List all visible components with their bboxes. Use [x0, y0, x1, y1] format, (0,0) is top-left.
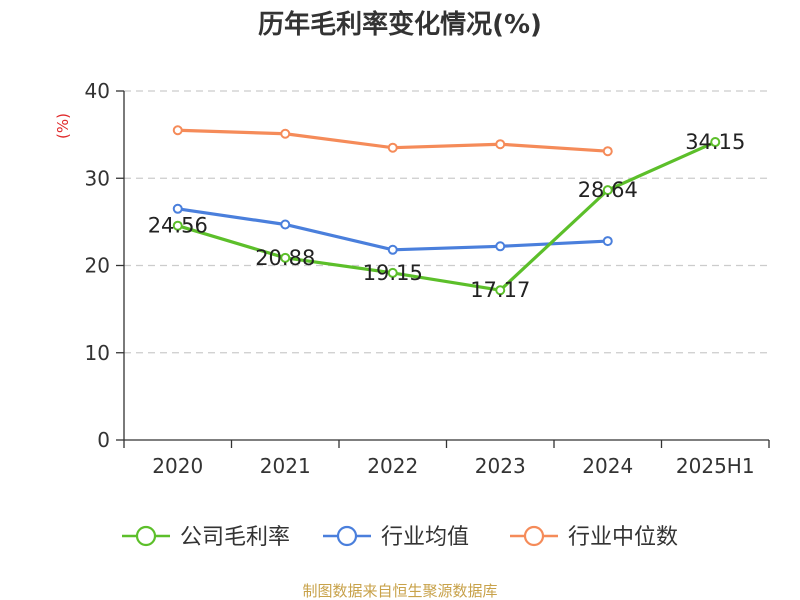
legend-swatch-marker: [135, 525, 157, 547]
legend-swatch-marker: [523, 525, 545, 547]
data-point: [387, 267, 398, 278]
data-point: [172, 220, 183, 231]
data-label: 19.15: [363, 261, 423, 285]
x-tick-labels: 2020 2021 2022 2023 2024 2025H1: [152, 454, 754, 478]
legend: 公司毛利率 行业均值 行业中位数: [122, 525, 678, 550]
data-point: [280, 252, 291, 263]
x-tick-label: 2023: [475, 454, 526, 478]
source-note: 制图数据来自恒生聚源数据库: [302, 582, 497, 600]
legend-item: 公司毛利率: [122, 525, 290, 550]
y-tick-label: 30: [85, 166, 110, 190]
data-label: 28.64: [578, 178, 638, 202]
data-labels: 24.56 20.88 19.15 17.17 28.64 34.15: [148, 130, 746, 302]
legend-label: 行业均值: [381, 525, 469, 550]
chart-title: 历年毛利率变化情况(%): [258, 9, 542, 40]
y-tick-label: 20: [85, 254, 110, 278]
data-point: [387, 244, 398, 255]
data-point: [710, 137, 721, 148]
legend-item: 行业中位数: [510, 525, 678, 550]
y-tick-labels: 0 10 20 30 40: [85, 79, 110, 452]
data-label: 34.15: [685, 130, 745, 154]
y-tick-label: 0: [97, 428, 110, 452]
data-label: 24.56: [148, 214, 208, 238]
data-point: [280, 219, 291, 230]
data-point: [602, 185, 613, 196]
x-tick-label: 2025H1: [676, 454, 755, 478]
y-tick-label: 10: [85, 341, 110, 365]
y-tick-label: 40: [85, 79, 110, 103]
axes: [116, 90, 770, 448]
series-line: [177, 140, 716, 292]
data-point: [495, 241, 506, 252]
legend-swatch-marker: [336, 525, 358, 547]
data-label: 20.88: [255, 246, 315, 270]
x-tick-label: 2021: [260, 454, 311, 478]
data-point: [602, 236, 613, 247]
data-point: [602, 146, 613, 157]
x-tick-label: 2020: [152, 454, 203, 478]
y-axis-unit: (%): [54, 113, 72, 139]
data-point: [495, 139, 506, 150]
data-point: [495, 285, 506, 296]
legend-item: 行业均值: [323, 525, 469, 550]
data-label: 17.17: [470, 278, 530, 302]
data-point: [387, 142, 398, 153]
x-tick-label: 2024: [582, 454, 633, 478]
legend-label: 公司毛利率: [180, 525, 290, 550]
series-lines: [172, 125, 721, 296]
legend-label: 行业中位数: [568, 525, 678, 550]
x-tick-label: 2022: [367, 454, 418, 478]
data-point: [172, 203, 183, 214]
data-point: [172, 125, 183, 136]
data-point: [280, 128, 291, 139]
